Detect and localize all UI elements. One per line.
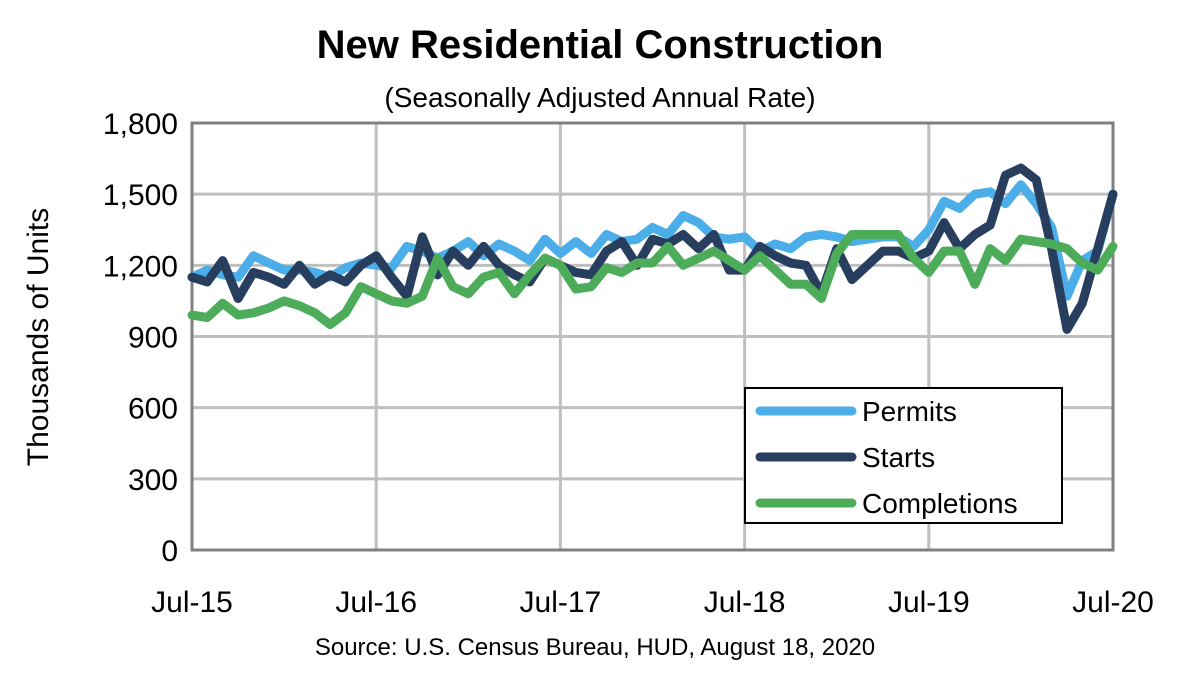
y-tick-label: 1,200 xyxy=(103,250,178,283)
y-tick-label: 600 xyxy=(128,393,178,426)
legend-label-permits: Permits xyxy=(862,396,957,427)
legend-label-completions: Completions xyxy=(862,488,1018,519)
source-note: Source: U.S. Census Bureau, HUD, August … xyxy=(315,634,875,661)
x-tick-label: Jul-17 xyxy=(520,586,602,619)
y-tick-label: 0 xyxy=(161,535,178,568)
y-tick-label: 1,500 xyxy=(103,179,178,212)
x-tick-label: Jul-15 xyxy=(151,586,233,619)
legend-label-starts: Starts xyxy=(862,442,935,473)
y-axis-ticks: 0 300 600 900 1,200 1,500 1,800 xyxy=(103,108,178,568)
plot-border xyxy=(190,121,1115,552)
series-lines xyxy=(187,163,1118,334)
x-tick-label: Jul-18 xyxy=(704,586,786,619)
x-tick-label: Jul-19 xyxy=(888,586,970,619)
y-axis-label: Thousands of Units xyxy=(22,208,55,466)
x-tick-label: Jul-16 xyxy=(335,586,417,619)
series-line-permits xyxy=(187,180,1118,301)
x-axis-ticks: Jul-15 Jul-16 Jul-17 Jul-18 Jul-19 Jul-20 xyxy=(151,586,1154,619)
y-tick-label: 1,800 xyxy=(103,108,178,141)
legend: Permits Starts Completions xyxy=(744,387,1063,524)
y-tick-label: 300 xyxy=(128,464,178,497)
y-tick-label: 900 xyxy=(128,322,178,355)
chart-title: New Residential Construction xyxy=(317,23,884,67)
x-tick-label: Jul-20 xyxy=(1072,586,1154,619)
chart-subtitle: (Seasonally Adjusted Annual Rate) xyxy=(384,82,815,113)
series-line-completions xyxy=(187,230,1118,330)
